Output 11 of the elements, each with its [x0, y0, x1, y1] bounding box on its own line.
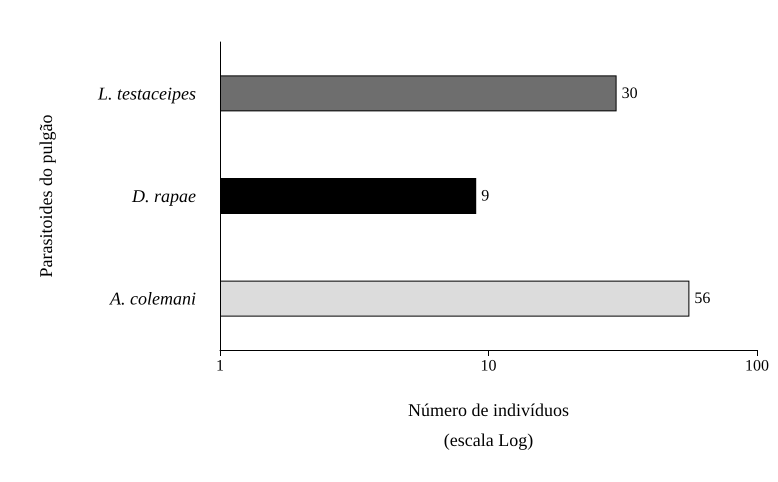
y-tick-label: D. rapae	[131, 186, 196, 206]
data-label: 30	[622, 84, 638, 102]
data-label: 9	[481, 188, 490, 204]
data-label: 56	[694, 290, 710, 308]
x-tick-label: 100	[745, 358, 769, 374]
x-tick-label: 1	[216, 358, 224, 374]
y-tick-label: L. testaceipes	[97, 83, 196, 104]
x-tick-label: 10	[480, 358, 496, 374]
x-axis-title: Número de indivíduos (escala Log)	[408, 400, 569, 450]
y-tick-label: A. colemani	[109, 288, 196, 309]
y-axis-title: Parasitoides do pulgão	[36, 114, 56, 278]
